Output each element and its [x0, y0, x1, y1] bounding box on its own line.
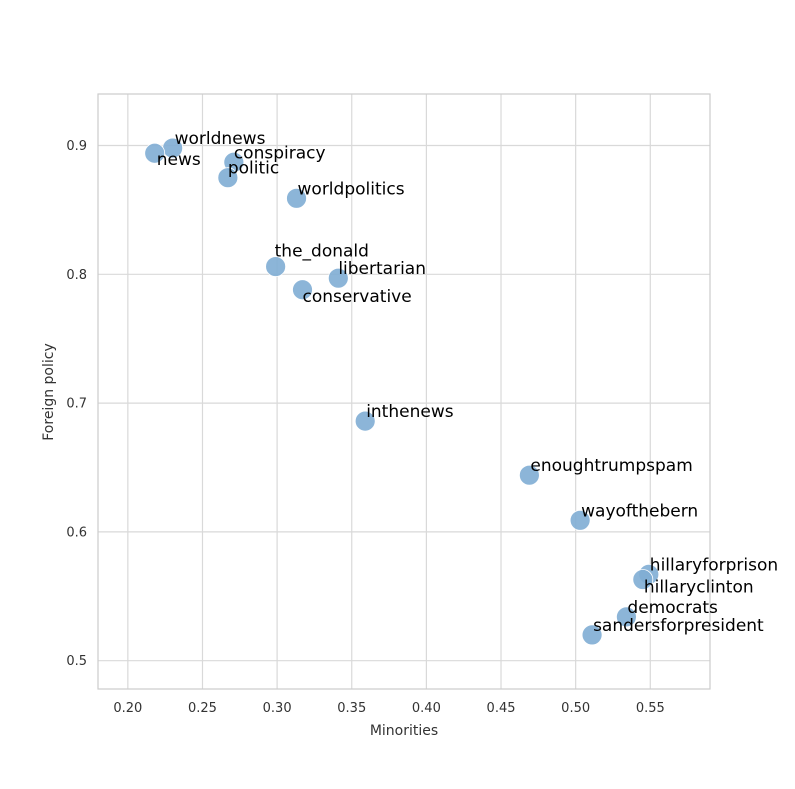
y-tick-label: 0.5	[66, 654, 87, 669]
data-point	[616, 606, 637, 628]
data-point	[217, 167, 239, 189]
data-point	[265, 256, 287, 277]
data-point	[292, 279, 313, 301]
data-point	[327, 267, 349, 289]
point-label: conservative	[302, 287, 411, 307]
y-axis-label: Foreign policy	[41, 343, 57, 441]
x-tick-label: 0.35	[337, 701, 366, 716]
data-points	[144, 137, 660, 646]
x-tick-label: 0.25	[188, 701, 217, 716]
x-tick-label: 0.30	[263, 701, 292, 716]
x-tick-label: 0.45	[487, 701, 516, 716]
data-point	[581, 624, 603, 646]
tick-labels: 0.20 0.25 0.30 0.35 0.40 0.45 0.50 0.55 0.5 0.6 0.…	[66, 139, 664, 716]
point-label: conspiracy	[234, 143, 326, 163]
point-label: inthenews	[366, 402, 454, 422]
x-tick-label: 0.55	[636, 701, 665, 716]
x-tick-label: 0.50	[561, 701, 590, 716]
data-point	[144, 142, 166, 164]
point-label: the_donald	[275, 242, 369, 262]
point-label: democrats	[627, 598, 718, 618]
x-axis-label: Minorities	[370, 723, 438, 739]
point-label: news	[157, 150, 201, 170]
point-label: libertarian	[338, 259, 426, 279]
point-label: worldpolitics	[298, 179, 405, 199]
data-point	[286, 187, 307, 209]
grid	[98, 94, 710, 689]
x-tick-label: 0.40	[412, 701, 441, 716]
point-label: enoughtrumpspam	[530, 456, 692, 476]
data-point	[354, 410, 376, 432]
y-tick-label: 0.7	[66, 397, 87, 412]
point-label: wayofthebern	[581, 501, 698, 521]
point-label: hillaryforprison	[650, 555, 778, 575]
data-point	[632, 569, 654, 590]
data-point	[518, 464, 540, 486]
y-tick-label: 0.8	[66, 268, 87, 283]
plot-frame	[97, 93, 711, 690]
point-label: worldnews	[175, 129, 266, 149]
point-label: hillaryclinton	[644, 578, 754, 598]
y-tick-label: 0.9	[66, 139, 87, 154]
data-point	[569, 509, 591, 531]
point-label: politic	[228, 159, 279, 179]
y-tick-label: 0.6	[66, 525, 87, 540]
point-label: sandersforpresident	[593, 616, 764, 636]
x-tick-label: 0.20	[113, 701, 142, 716]
